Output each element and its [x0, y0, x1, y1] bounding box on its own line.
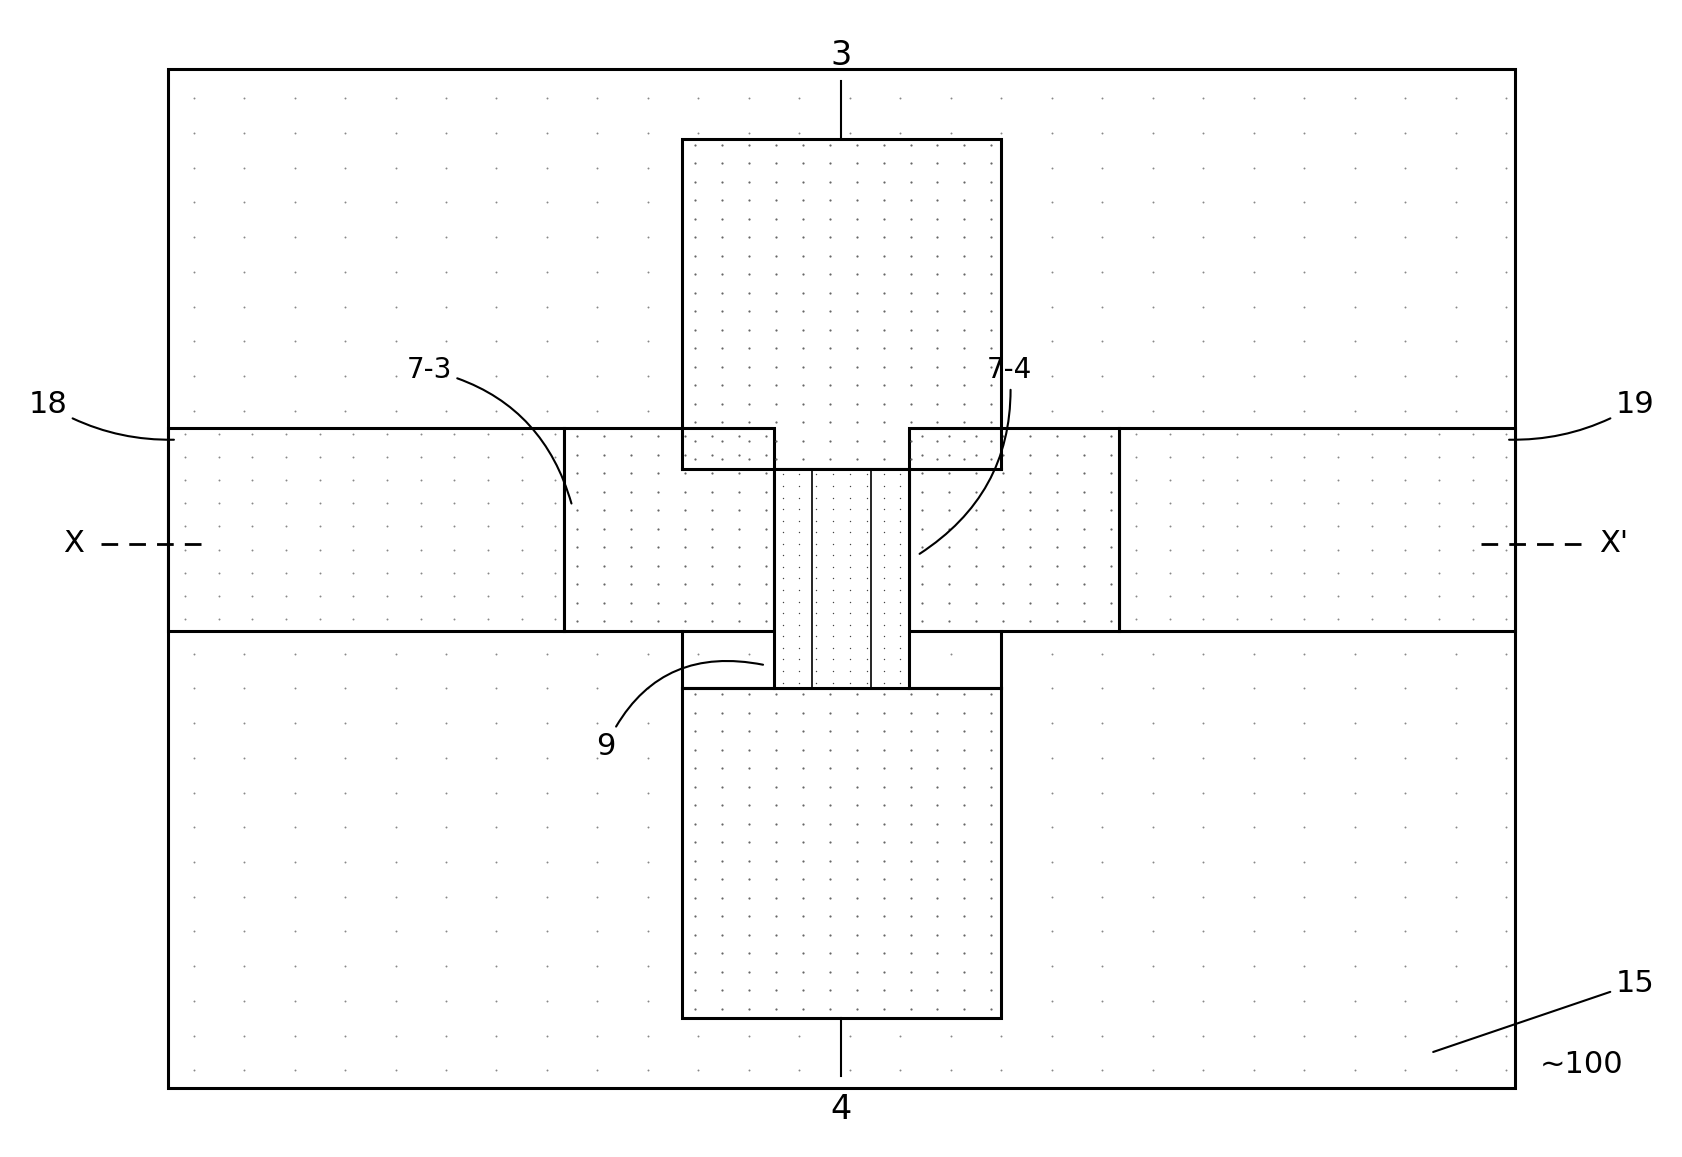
Text: 19: 19	[1509, 390, 1653, 440]
Text: X: X	[64, 529, 84, 559]
Text: 7-4: 7-4	[918, 356, 1031, 554]
Bar	[774, 469, 908, 688]
Bar	[1119, 428, 1514, 631]
Text: 7-3: 7-3	[407, 356, 572, 503]
Text: 18: 18	[29, 390, 173, 440]
Bar	[563, 428, 774, 631]
Bar	[681, 688, 1001, 1018]
Text: 9: 9	[595, 661, 762, 761]
Text: 3: 3	[831, 38, 851, 72]
Text: 15: 15	[1433, 968, 1653, 1052]
Bar	[168, 428, 563, 631]
Bar	[908, 428, 1119, 631]
Bar	[681, 139, 1001, 469]
Bar	[168, 69, 1514, 1088]
Text: X': X'	[1598, 529, 1626, 559]
Text: ~100: ~100	[1539, 1049, 1623, 1079]
Text: 4: 4	[831, 1093, 851, 1127]
